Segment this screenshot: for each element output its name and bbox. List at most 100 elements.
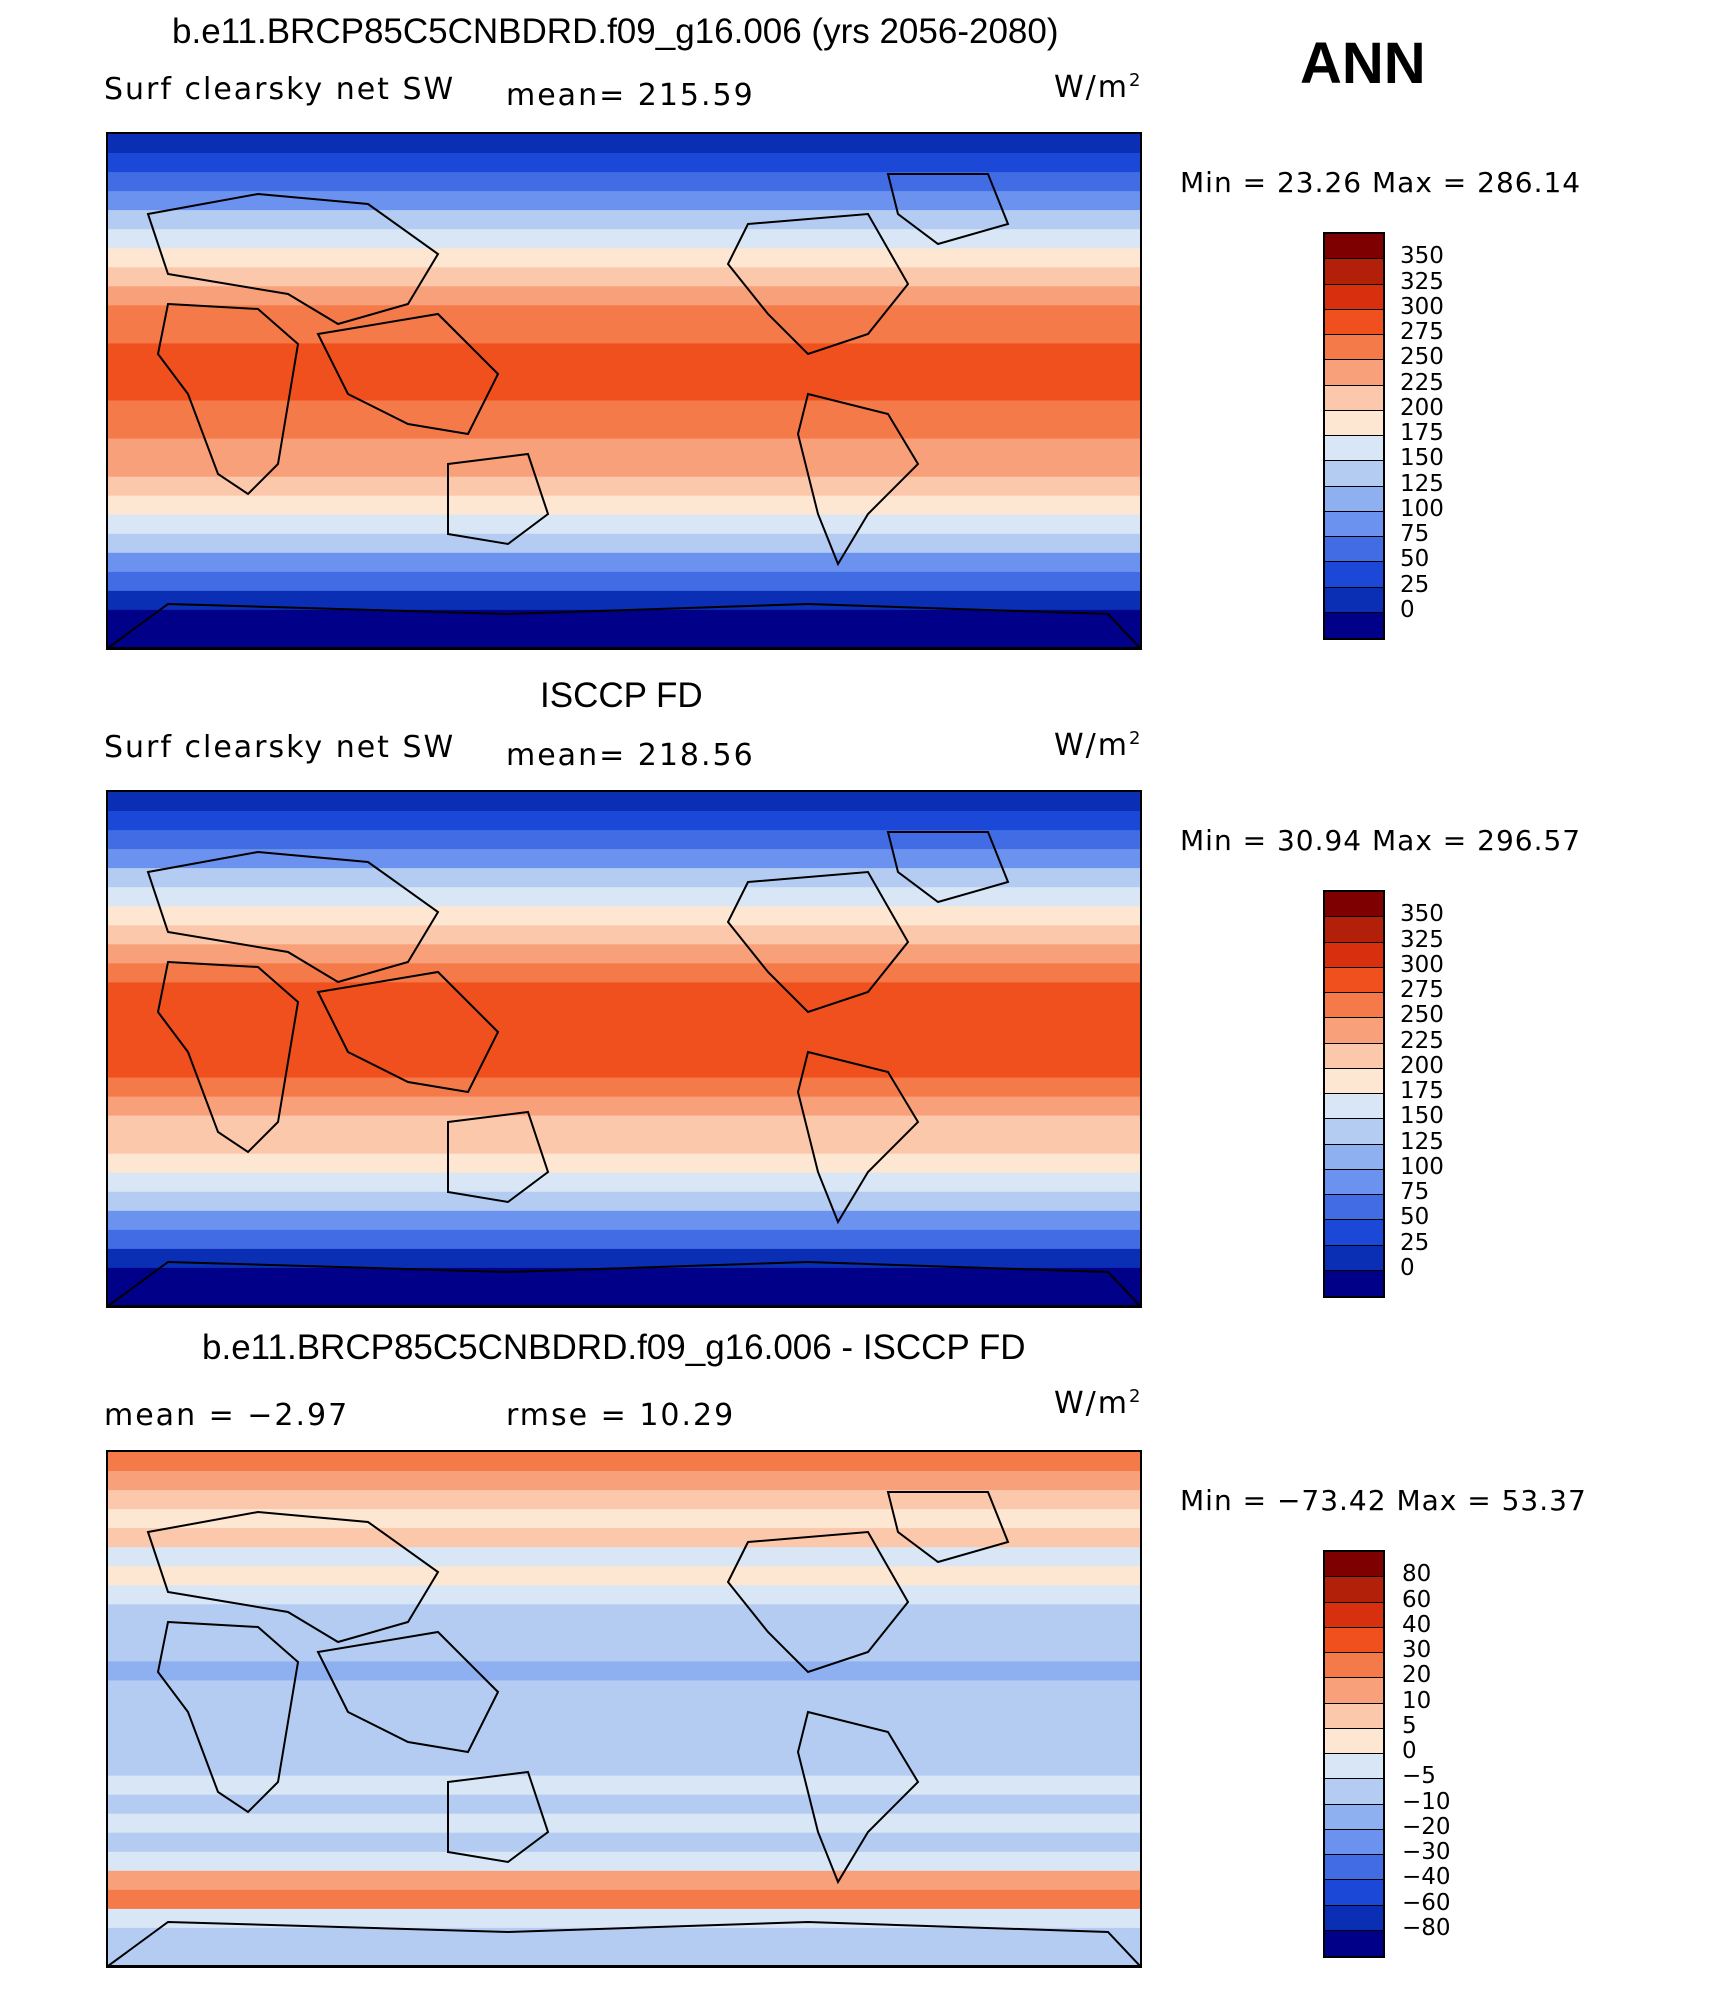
field-band — [108, 925, 1140, 946]
field-band — [108, 1191, 1140, 1212]
panel1-minmax: Min = 23.26 Max = 286.14 — [1180, 166, 1582, 199]
coastline — [796, 1710, 920, 1885]
field-band — [108, 1039, 1140, 1060]
colorbar-tick-label: 125 — [1400, 470, 1444, 497]
colorbar-swatch — [1325, 360, 1383, 386]
colorbar-swatch — [1325, 537, 1383, 563]
coastline — [108, 1920, 1140, 1966]
field-band — [108, 811, 1140, 831]
colorbar-tick-label: 200 — [1400, 394, 1444, 421]
coastline — [447, 1110, 550, 1204]
colorbar-swatch — [1325, 1829, 1383, 1855]
colorbar-tick-label: −60 — [1402, 1889, 1451, 1916]
field-band — [108, 1096, 1140, 1117]
colorbar-tick-label: 40 — [1402, 1611, 1432, 1638]
colorbar-swatch — [1325, 309, 1383, 335]
colorbar-swatch — [1325, 1728, 1383, 1754]
field-band — [108, 1927, 1140, 1948]
field-band — [108, 286, 1140, 307]
field-band — [108, 419, 1140, 440]
colorbar-tick-label: 50 — [1400, 546, 1430, 573]
field-band — [108, 362, 1140, 383]
panel2-field — [108, 792, 1140, 1306]
colorbar-swatch — [1325, 993, 1383, 1019]
colorbar-tick-label: 350 — [1400, 243, 1444, 270]
colorbar-swatch — [1325, 1094, 1383, 1120]
colorbar-tick-label: 125 — [1400, 1128, 1444, 1155]
field-band — [108, 1908, 1140, 1929]
panel1-variable: Surf clearsky net SW — [104, 72, 456, 107]
field-band — [108, 1115, 1140, 1136]
colorbar-swatch — [1325, 1754, 1383, 1780]
field-band — [108, 343, 1140, 364]
field-band — [108, 1699, 1140, 1720]
field-band — [108, 1623, 1140, 1644]
colorbar-tick-label: 100 — [1400, 1153, 1444, 1180]
colorbar-swatch — [1325, 1880, 1383, 1906]
colorbar-tick-label: 25 — [1400, 571, 1430, 598]
panel3-rmse: rmse = 10.29 — [506, 1398, 736, 1433]
field-band — [108, 457, 1140, 478]
colorbar-tick-label: 30 — [1402, 1637, 1432, 1663]
coastline — [796, 392, 920, 567]
field-band — [108, 1813, 1140, 1834]
colorbar-tick-label: 0 — [1400, 596, 1415, 623]
field-band — [108, 400, 1140, 421]
colorbar-tick-label: 20 — [1402, 1662, 1432, 1689]
panel2-colorbar — [1323, 890, 1385, 1298]
colorbar-swatch — [1325, 1018, 1383, 1044]
colorbar-swatch — [1325, 1905, 1383, 1931]
field-band — [108, 1267, 1140, 1288]
field-band — [108, 1452, 1140, 1472]
colorbar-swatch — [1325, 942, 1383, 968]
colorbar-tick-label: −80 — [1402, 1914, 1451, 1941]
field-band — [108, 495, 1140, 516]
colorbar-swatch — [1325, 1119, 1383, 1145]
field-band — [108, 1229, 1140, 1250]
field-band — [108, 552, 1140, 573]
colorbar-tick-label: −40 — [1402, 1864, 1451, 1891]
coastline — [447, 1770, 550, 1864]
colorbar-swatch — [1325, 1245, 1383, 1271]
colorbar-tick-label: 5 — [1402, 1712, 1417, 1739]
colorbar-swatch — [1325, 259, 1383, 285]
field-band — [108, 1058, 1140, 1079]
coastline — [447, 452, 550, 546]
panel1-mean: mean= 215.59 — [506, 78, 755, 113]
panel1-units: W/m2 — [1054, 70, 1143, 105]
colorbar-tick-label: 10 — [1402, 1687, 1432, 1714]
colorbar-swatch — [1325, 562, 1383, 588]
colorbar-tick-label: 150 — [1400, 445, 1444, 472]
season-label: ANN — [1300, 31, 1426, 96]
field-band — [108, 1947, 1140, 1966]
coastline — [156, 960, 300, 1154]
field-band — [108, 324, 1140, 345]
colorbar-tick-label: 225 — [1400, 369, 1444, 396]
field-band — [108, 629, 1140, 648]
field-band — [108, 830, 1140, 851]
colorbar-swatch — [1325, 967, 1383, 993]
panel2-units: W/m2 — [1054, 728, 1143, 763]
field-band — [108, 248, 1140, 269]
colorbar-swatch — [1325, 385, 1383, 411]
field-band — [108, 1210, 1140, 1231]
coastline — [886, 1491, 1010, 1564]
field-band — [108, 1001, 1140, 1022]
colorbar-swatch — [1325, 1195, 1383, 1221]
field-band — [108, 963, 1140, 984]
field-band — [108, 191, 1140, 212]
field-band — [108, 887, 1140, 908]
field-band — [108, 1642, 1140, 1663]
field-band — [108, 590, 1140, 611]
colorbar-tick-label: 60 — [1402, 1586, 1432, 1613]
field-band — [108, 1528, 1140, 1549]
field-band — [108, 172, 1140, 193]
field-band — [108, 1172, 1140, 1193]
coastline — [796, 1050, 920, 1225]
coastline — [156, 1620, 300, 1814]
colorbar-swatch — [1325, 1602, 1383, 1628]
coastline — [146, 192, 440, 326]
colorbar-tick-label: 25 — [1400, 1229, 1430, 1256]
field-band — [108, 476, 1140, 497]
field-band — [108, 1604, 1140, 1625]
